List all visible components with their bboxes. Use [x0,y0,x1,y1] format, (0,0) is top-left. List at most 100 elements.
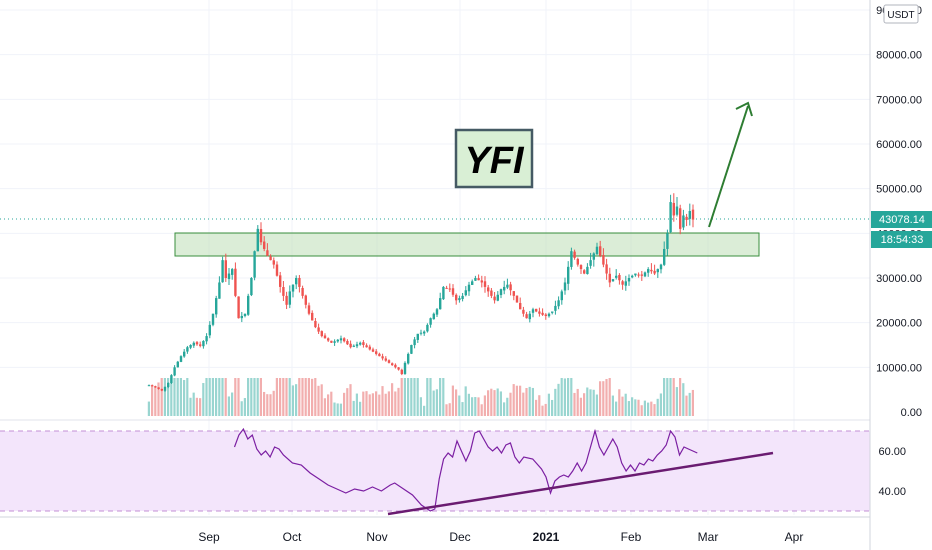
candle-body [547,313,551,317]
candle-body [675,206,679,215]
volume-bar [147,401,150,416]
countdown-label-bg [871,231,932,248]
volume-bar [240,401,243,416]
volume-bar [666,378,669,416]
candle-body [467,284,471,292]
volume-bar [199,398,202,416]
candle-body [362,342,365,345]
candle-body [256,228,259,252]
candle-body [298,277,301,287]
candle-body [544,314,547,316]
volume-bar [176,378,179,416]
time-label-oct: Oct [283,530,302,544]
candle-body [179,356,183,362]
candle-body [426,324,429,332]
volume-bar [659,393,662,416]
last-price-label-bg [871,211,932,228]
candle-body [551,311,554,313]
volume-bar [192,392,195,416]
candle-body [368,346,371,350]
candle-body [679,208,682,229]
candle-body [653,270,656,274]
candle-body [627,278,631,282]
volume-bar [480,404,483,416]
candle-body [448,288,451,290]
candle-body [538,311,541,314]
candle-body [490,290,493,296]
up-arrow-annotation[interactable] [708,101,753,228]
volume-bar [218,378,221,416]
volume-bar [211,378,214,416]
volume-bar [621,396,624,416]
candle-body [493,296,496,301]
candle-body [154,386,157,388]
candle-body [371,349,375,352]
candle-body [221,260,224,283]
volume-bar [471,397,474,416]
candle-body [522,309,525,314]
rsi-line [233,427,698,512]
candle-body [525,314,528,319]
candle-body [304,295,307,305]
candle-body [355,344,359,347]
candle-body [227,273,231,280]
volume-bar [170,378,173,416]
volume-bar [688,392,691,416]
rsi-trendline[interactable] [387,451,774,516]
volume-bar [288,378,291,416]
candle-body [173,367,176,376]
yfi-label-box[interactable]: YFI [454,128,534,189]
resistance-zone[interactable] [174,232,760,257]
candle-body [192,342,195,346]
rsi-tick-label: 60.00 [878,446,906,458]
candle-body [602,255,605,265]
candle-body [189,345,192,348]
candle-body [592,253,595,260]
volume-bar [397,387,400,416]
candle-body [384,358,387,361]
candle-body [266,250,269,256]
candle-body [631,275,634,278]
candle-body [423,331,426,334]
volume-bar [467,393,470,416]
volume-bar [400,378,403,416]
volume-bar [634,399,637,416]
time-label-mar: Mar [698,530,719,544]
candle-body [608,273,611,283]
candle-body [464,290,467,296]
price-tick-label: 20000.00 [876,318,922,330]
candle-body [685,216,688,220]
volume-bar [522,392,525,416]
candle-body [535,308,538,312]
time-label-feb: Feb [621,530,642,544]
candle-body [503,286,506,291]
candle-body [640,274,643,276]
volume-bar [487,390,490,416]
candle-body [416,333,419,340]
candle-body [480,280,483,283]
volume-bar [611,395,614,416]
volume-bar [151,385,154,416]
rsi-tick-label: 40.00 [878,486,906,498]
volume-bar [576,388,579,416]
volume-bar [320,384,323,416]
volume-bar [541,405,544,416]
volume-bar [647,402,650,416]
volume-bar [656,398,659,416]
volume-bar [346,388,349,416]
price-tick-label: 10000.00 [876,362,922,374]
candle-body [346,340,349,345]
candle-body [656,269,659,273]
candle-body [205,336,208,342]
candle-body [151,385,154,387]
candle-body [624,281,627,286]
candle-body [336,339,339,342]
currency-badge-bg[interactable] [883,4,919,24]
volume-bar [615,401,618,416]
volume-bar [416,378,419,416]
volume-bar [154,386,157,416]
volume-bar [208,378,211,416]
candle-body [259,229,263,243]
volume-bar [371,393,374,416]
volume-bar [579,397,582,416]
